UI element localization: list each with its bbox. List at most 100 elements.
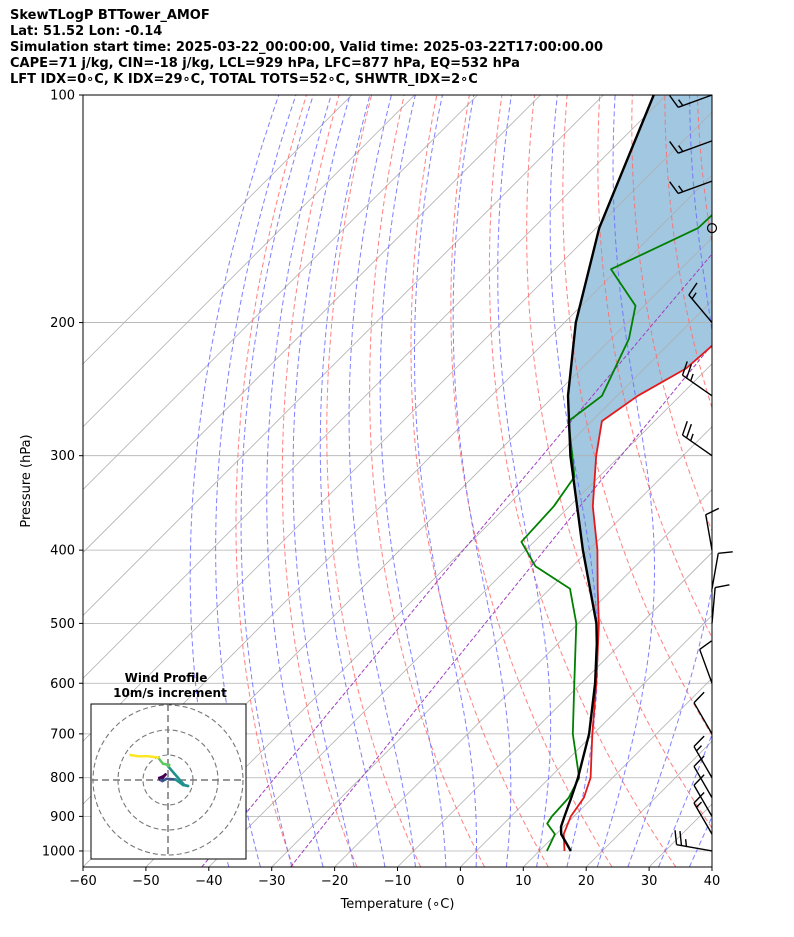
dry-adiabat (235, 95, 307, 867)
moist-adiabat (497, 95, 552, 867)
wind-barb (705, 507, 720, 551)
chart-title: SkewTLogP BTTower_AMOF (10, 8, 210, 23)
barb-shaft (711, 553, 719, 589)
dry-adiabat (281, 95, 358, 867)
moist-adiabat (189, 95, 280, 867)
dry-adiabat (488, 95, 677, 867)
y-tick-label: 400 (50, 544, 75, 559)
time-line: Simulation start time: 2025-03-22_00:00:… (10, 40, 603, 55)
y-tick-label: 800 (50, 771, 75, 786)
barb-half (690, 373, 694, 382)
barb-full (693, 792, 705, 804)
moist-adiabat (319, 95, 386, 867)
dry-adiabat (562, 95, 712, 737)
barb-full (669, 141, 679, 154)
moist-adiabat (240, 95, 314, 867)
indices-line: LFT IDX=0∘C, K IDX=29∘C, TOTAL TOTS=52∘C… (10, 72, 478, 87)
barb-shaft (682, 374, 713, 397)
x-tick-label: −40 (195, 874, 222, 889)
isotherm (775, 95, 794, 867)
isotherm (83, 95, 604, 616)
barb-full (699, 640, 712, 651)
dry-adiabat (730, 95, 794, 867)
dry-adiabat (326, 95, 422, 867)
isotherm (711, 866, 712, 867)
wind-barb (699, 640, 713, 684)
barb-shaft (705, 514, 713, 551)
axes: −60 −50 −40 −30 −20 −10 0 10 20 30 40 100 200 300 400 5… (19, 89, 720, 913)
hodograph-title: Wind Profile (125, 671, 208, 685)
barb-shaft (688, 294, 713, 324)
barb-shaft (676, 844, 713, 852)
barb-full (705, 507, 720, 516)
moist-adiabat (348, 95, 416, 867)
wind-barb (693, 792, 713, 835)
barb-shaft (677, 94, 713, 108)
hodograph-segment (129, 753, 140, 758)
x-tick-label: −20 (321, 874, 348, 889)
moist-adiabat (596, 95, 655, 867)
temperature-line (562, 344, 712, 852)
plot-area (83, 95, 794, 867)
dry-adiabat (450, 95, 613, 867)
isotherm (397, 551, 712, 867)
barb-full (669, 95, 679, 108)
barb-shaft (699, 649, 713, 684)
location-line: Lat: 51.52 Lon: -0.14 (10, 24, 163, 39)
mixing-ratio-line (290, 343, 712, 867)
hodograph-subtitle: 10m/s increment (113, 686, 227, 700)
x-tick-label: 30 (641, 874, 658, 889)
y-tick-label: 700 (50, 727, 75, 742)
dry-adiabat (763, 95, 794, 867)
wind-barb (693, 691, 713, 735)
barb-shaft (682, 434, 713, 457)
isotherm (83, 95, 478, 491)
x-axis-label: Temperature (∘C) (340, 897, 455, 912)
barb-full (681, 421, 688, 436)
y-tick-label: 300 (50, 449, 75, 464)
barb-half (690, 433, 694, 442)
barb-half (684, 839, 688, 847)
parcel-line (559, 95, 655, 852)
wind-barb (681, 421, 713, 457)
y-tick-label: 600 (50, 677, 75, 692)
moist-adiabat (379, 95, 447, 867)
hodograph-segment (166, 764, 186, 787)
barb-shaft (693, 784, 713, 817)
isotherm (145, 300, 712, 867)
barb-full (693, 735, 705, 748)
barb-full (688, 282, 698, 296)
x-tick-label: −50 (132, 874, 159, 889)
wind-barb (674, 830, 713, 852)
barb-half (695, 801, 703, 808)
isotherm (523, 677, 712, 867)
barb-shaft (693, 766, 713, 798)
dry-adiabat (597, 95, 712, 639)
barb-full (679, 831, 683, 846)
wind-barb (669, 180, 713, 195)
barb-shaft (693, 802, 713, 835)
isotherm (83, 95, 541, 554)
y-tick-label: 900 (50, 810, 75, 825)
barb-half (691, 292, 697, 300)
barb-full (715, 584, 730, 589)
moist-adiabat (292, 95, 355, 867)
chart-header: SkewTLogP BTTower_AMOF Lat: 51.52 Lon: -… (10, 8, 603, 88)
wind-barb (669, 140, 713, 154)
stability-indices-line: CAPE=71 j/kg, CIN=-18 j/kg, LCL=929 hPa,… (10, 56, 520, 71)
moist-adiabat (658, 733, 712, 867)
barb-half (678, 145, 684, 152)
isotherm (334, 489, 712, 867)
y-tick-label: 1000 (42, 844, 75, 859)
x-tick-label: 20 (578, 874, 595, 889)
moist-adiabat (215, 95, 297, 867)
barb-full (718, 551, 733, 555)
dry-adiabat (369, 95, 485, 867)
x-tick-label: 40 (704, 874, 721, 889)
wind-barb (711, 584, 730, 624)
cape-area (568, 95, 712, 644)
hodograph-segment (165, 777, 177, 781)
isotherm (83, 95, 667, 679)
